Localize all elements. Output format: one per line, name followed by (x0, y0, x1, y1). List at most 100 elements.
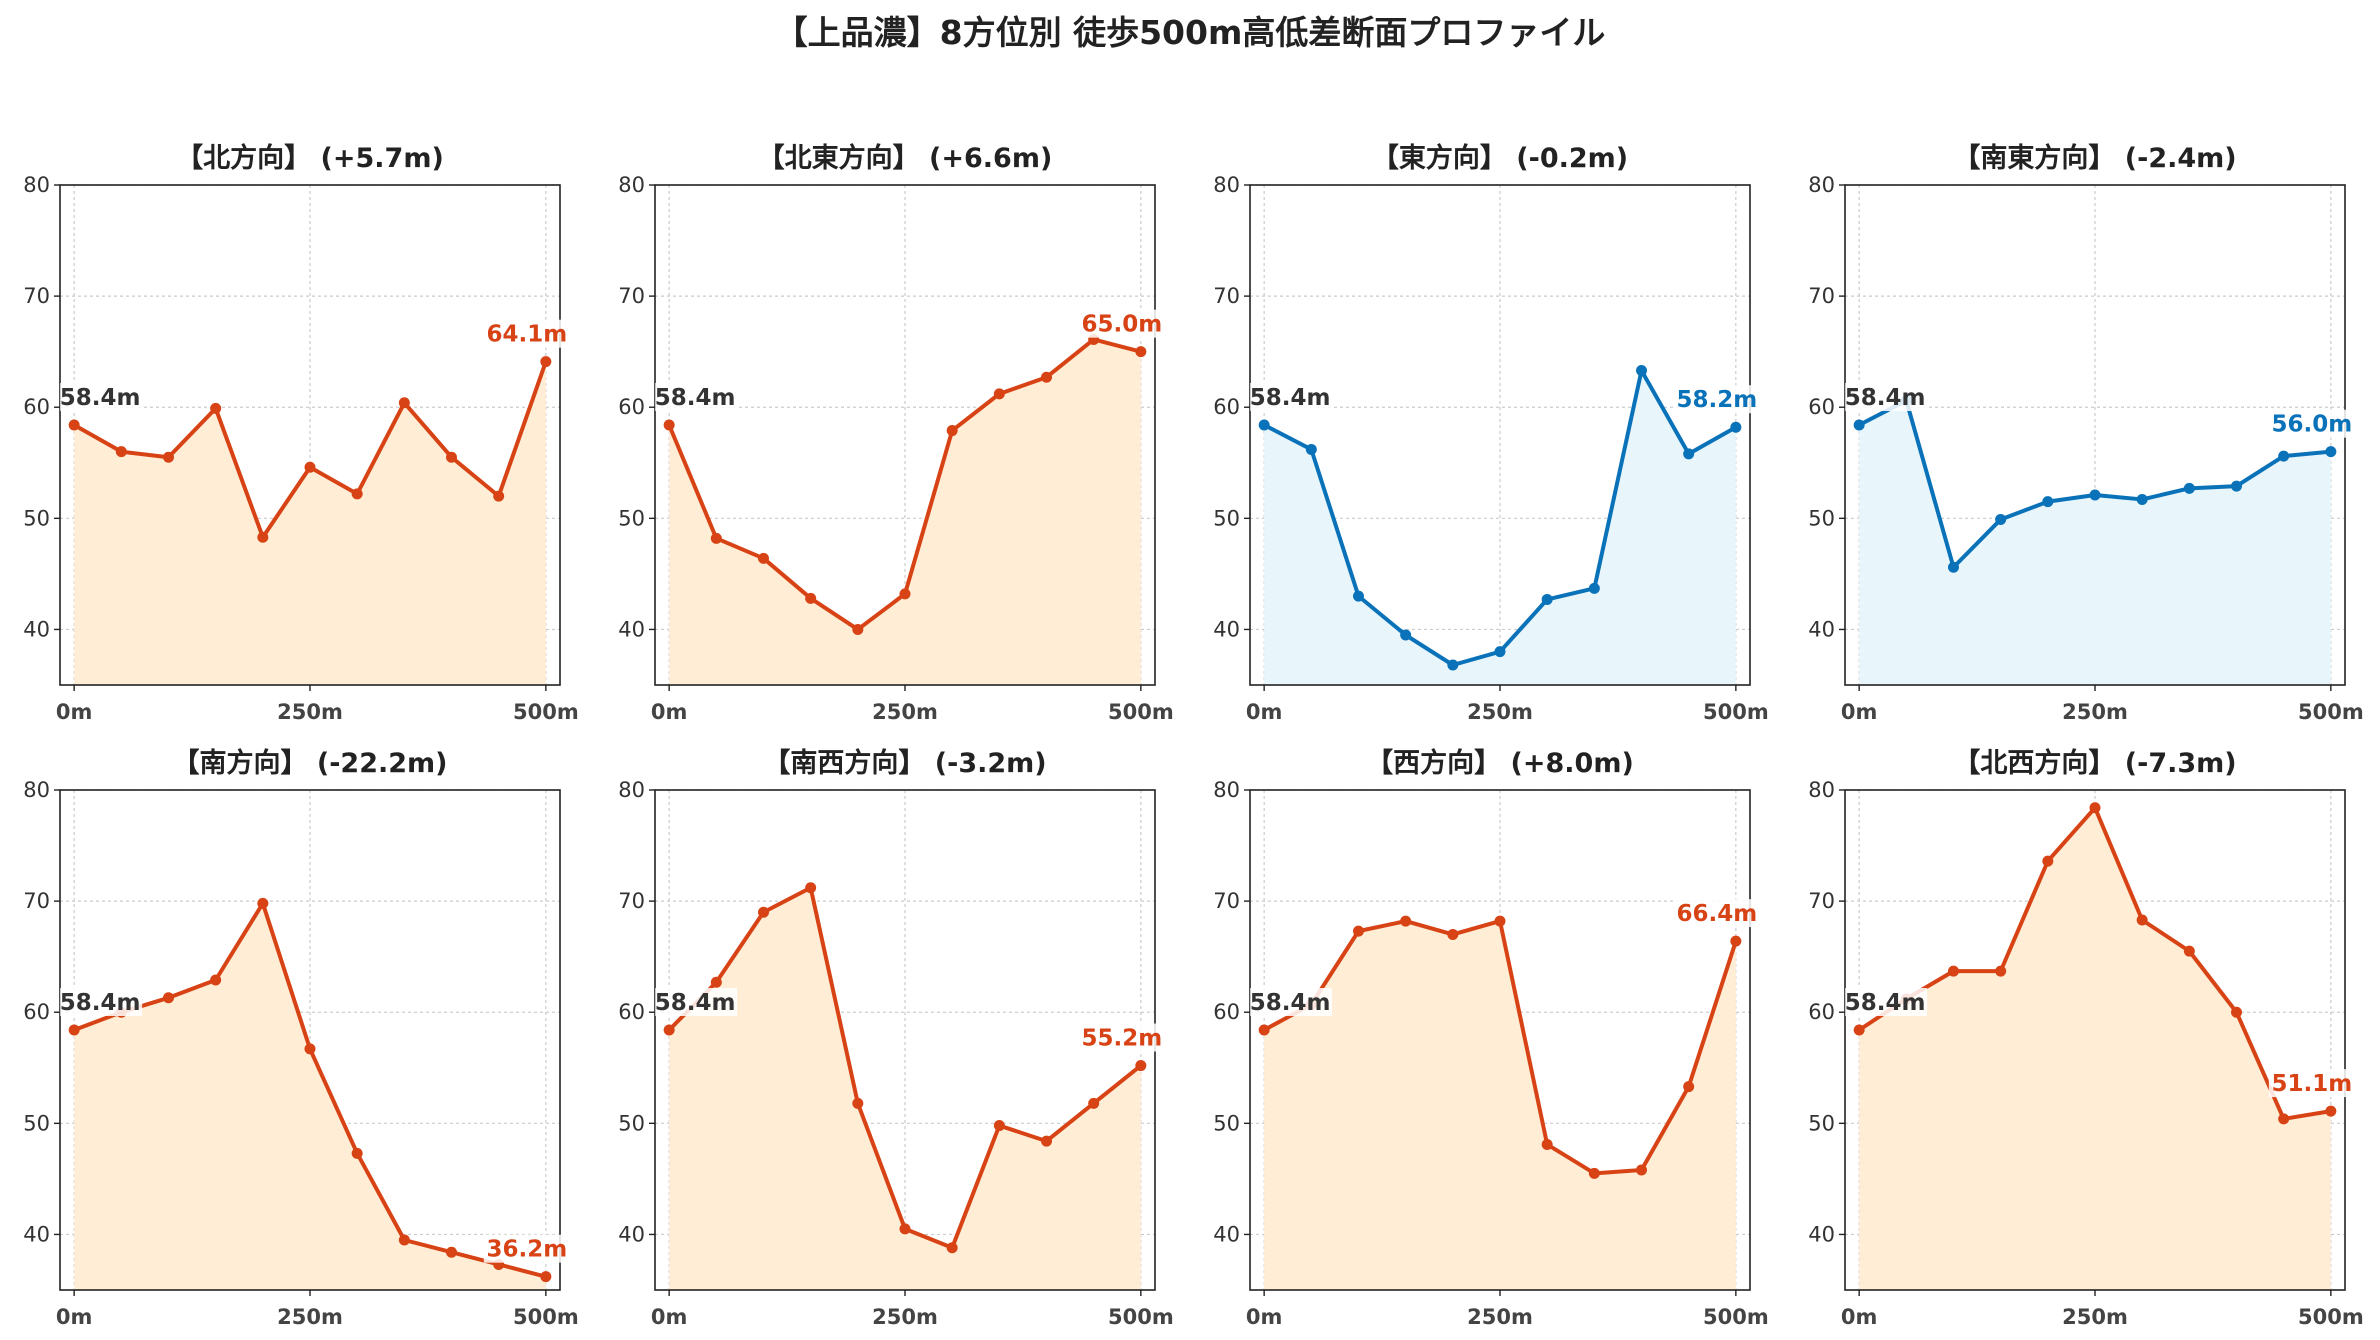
start-label: 58.4m (1845, 385, 1926, 411)
data-point (899, 588, 911, 600)
subplot-title: 【北東方向】 (+6.6m) (758, 142, 1053, 174)
data-point (757, 552, 769, 564)
data-point (1947, 561, 1959, 573)
xtick-label: 0m (1841, 1305, 1878, 1329)
ytick-label: 40 (618, 1222, 645, 1246)
xtick-label: 250m (872, 1305, 938, 1329)
subplot-1: 【北方向】 (+5.7m) 40 50 60 70 80 0m 250m 500m 58.4m 64… (23, 142, 578, 724)
data-point (1400, 915, 1412, 927)
ytick-label: 50 (1213, 1111, 1240, 1135)
start-label: 58.4m (60, 990, 141, 1016)
data-point (1683, 1081, 1695, 1093)
data-point (805, 592, 817, 604)
data-point (1541, 1138, 1553, 1150)
ytick-label: 70 (23, 284, 50, 308)
ytick-label: 80 (618, 173, 645, 197)
data-point (2183, 482, 2195, 494)
data-point (351, 488, 363, 500)
data-point (115, 446, 127, 458)
ytick-label: 70 (618, 284, 645, 308)
start-label-box (655, 988, 738, 1016)
data-point (805, 882, 817, 894)
end-label-box (1078, 1023, 1165, 1052)
subplot-title: 【西方向】 (+8.0m) (1366, 747, 1634, 779)
start-label-box (655, 383, 738, 411)
ytick-label: 40 (1808, 1222, 1835, 1246)
data-point (2278, 450, 2290, 462)
ytick-label: 40 (23, 1222, 50, 1246)
data-point (1258, 1024, 1270, 1036)
area-fill (1264, 370, 1736, 685)
ytick-label: 60 (618, 1000, 645, 1024)
area-fill (669, 339, 1141, 685)
end-label: 56.0m (2271, 412, 2352, 438)
data-point (1258, 419, 1270, 431)
data-point (1088, 1097, 1100, 1109)
data-point (2278, 1113, 2290, 1125)
start-label: 58.4m (1250, 385, 1331, 411)
subplot-title: 【北方向】 (+5.7m) (176, 142, 444, 174)
xtick-label: 250m (872, 700, 938, 724)
end-label-box (483, 319, 570, 348)
data-point (2231, 480, 2243, 492)
data-point (1947, 965, 1959, 977)
start-label-box (1845, 988, 1928, 1016)
ytick-label: 50 (23, 1111, 50, 1135)
subplot-4: 【南東方向】 (-2.4m) 40 50 60 70 80 0m 250m 500m 58.4m 5… (1808, 142, 2363, 724)
data-point (162, 992, 174, 1004)
data-point (398, 1234, 410, 1246)
subplot-6: 【南西方向】 (-3.2m) 40 50 60 70 80 0m 250m 500m 58.4m 5… (618, 747, 1173, 1329)
data-point (1041, 371, 1053, 383)
end-label: 66.4m (1676, 901, 1757, 927)
ytick-label: 80 (618, 778, 645, 802)
start-label: 58.4m (655, 990, 736, 1016)
data-point (210, 402, 222, 414)
data-point (1352, 925, 1364, 937)
data-point (1135, 1060, 1147, 1072)
xtick-label: 500m (1108, 1305, 1174, 1329)
ytick-label: 50 (618, 1111, 645, 1135)
data-point (899, 1223, 911, 1235)
data-point (1135, 346, 1147, 358)
area-fill (74, 903, 546, 1290)
ytick-label: 40 (1808, 617, 1835, 641)
ytick-label: 40 (23, 617, 50, 641)
ytick-label: 50 (618, 506, 645, 530)
subplot-5: 【南方向】 (-22.2m) 40 50 60 70 80 0m 250m 500m 58.4m 3… (23, 747, 578, 1329)
ytick-label: 70 (1213, 889, 1240, 913)
data-point (304, 1043, 316, 1055)
start-label: 58.4m (1250, 990, 1331, 1016)
data-point (351, 1147, 363, 1159)
ytick-label: 60 (23, 395, 50, 419)
ytick-label: 40 (1213, 1222, 1240, 1246)
data-point (2325, 1105, 2337, 1117)
xtick-label: 0m (651, 1305, 688, 1329)
area-fill (1859, 807, 2331, 1290)
area-fill (669, 887, 1141, 1290)
data-point (993, 388, 1005, 400)
start-label-box (60, 383, 143, 411)
ytick-label: 80 (1808, 173, 1835, 197)
subplot-title: 【南方向】 (-22.2m) (172, 747, 447, 779)
data-point (257, 531, 269, 543)
data-point (852, 1097, 864, 1109)
area-fill (74, 361, 546, 685)
data-point (68, 419, 80, 431)
data-point (540, 356, 552, 368)
data-point (304, 461, 316, 473)
area-fill (1859, 400, 2331, 685)
start-label: 58.4m (60, 385, 141, 411)
ytick-label: 50 (23, 506, 50, 530)
ytick-label: 50 (1808, 1111, 1835, 1135)
ytick-label: 70 (23, 889, 50, 913)
data-point (946, 425, 958, 437)
data-point (2089, 489, 2101, 501)
xtick-label: 0m (1841, 700, 1878, 724)
data-point (852, 623, 864, 635)
xtick-label: 500m (2298, 1305, 2364, 1329)
end-label: 65.0m (1081, 312, 1162, 338)
xtick-label: 250m (277, 1305, 343, 1329)
data-point (1995, 965, 2007, 977)
ytick-label: 70 (1808, 889, 1835, 913)
